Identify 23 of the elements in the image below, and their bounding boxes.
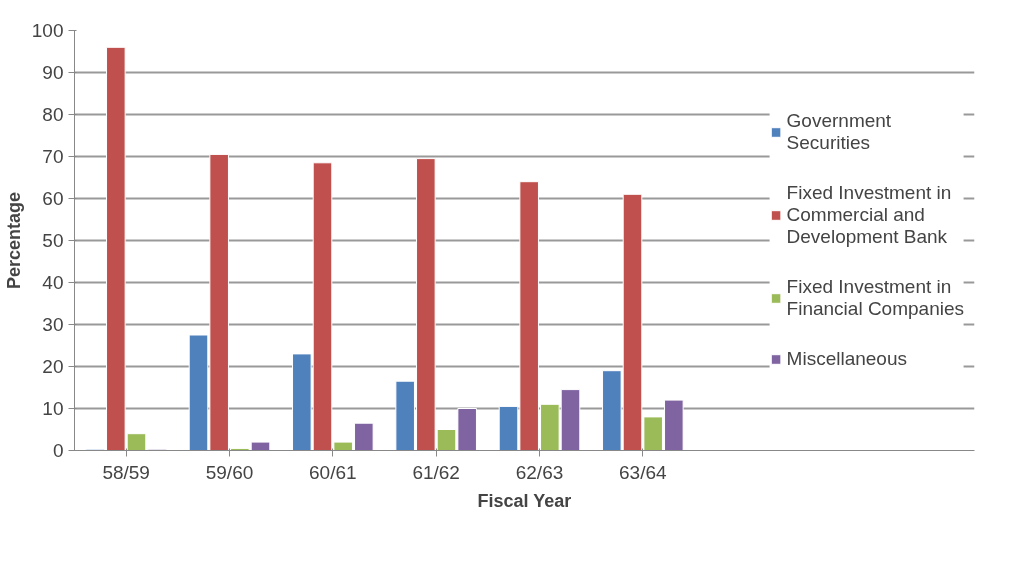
legend-label: Fixed Investment in Financial Companies: [786, 276, 964, 320]
y-tick-label: 70: [42, 146, 64, 167]
legend-label: Fixed Investment in Commercial and Development Bank: [786, 182, 952, 248]
x-tick-label: 63/64: [619, 461, 668, 483]
y-axis-title: Percentage: [3, 191, 24, 290]
y-tick-label: 80: [42, 104, 64, 125]
y-tick-label: 10: [42, 398, 64, 419]
legend-label: Miscellaneous: [786, 348, 907, 370]
y-tick-label: 40: [42, 272, 64, 293]
y-tick-label: 100: [31, 20, 64, 41]
x-tick-label: 58/59: [102, 461, 150, 483]
x-tick-label: 61/62: [412, 461, 460, 483]
x-tick-label: 62/63: [515, 461, 564, 483]
x-tick-label: 59/60: [205, 461, 254, 483]
y-tick-label: 20: [42, 356, 64, 377]
legend-label: Government Securities: [786, 110, 892, 154]
y-tick-label: 0: [52, 440, 64, 461]
x-tick-label: 60/61: [309, 461, 357, 483]
x-axis-title: Fiscal Year: [477, 490, 572, 511]
y-tick-label: 60: [42, 188, 64, 209]
y-tick-label: 50: [42, 230, 64, 251]
y-tick-label: 30: [42, 314, 64, 335]
y-tick-label: 90: [42, 62, 64, 83]
